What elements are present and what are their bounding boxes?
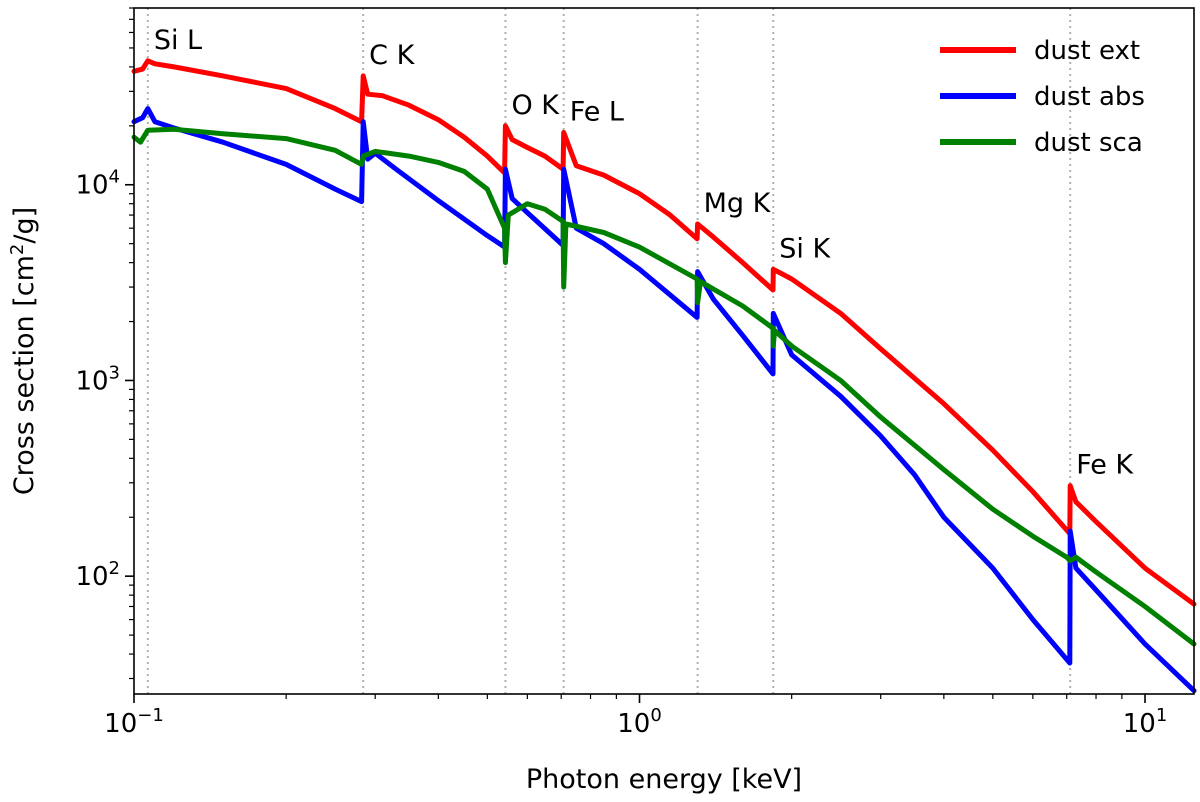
edge-label-fe-k: Fe K — [1076, 450, 1134, 481]
y-axis-label: Cross section [cm2/g] — [7, 207, 40, 495]
series-line-dust-abs — [131, 106, 1197, 694]
y-tick-label: 103 — [75, 362, 120, 396]
legend-label-dust-abs: dust abs — [1034, 82, 1145, 112]
legend: dust ext dust abs dust sca — [940, 36, 1145, 158]
edge-label-c-k: C K — [369, 40, 415, 71]
series-layer — [131, 58, 1197, 694]
y-tick-label: 104 — [75, 167, 120, 201]
edge-label-o-k: O K — [511, 90, 560, 121]
legend-label-dust-sca: dust sca — [1034, 128, 1143, 158]
series-line-dust-sca — [131, 126, 1197, 647]
edge-label-layer: Si L C K O K Fe L Mg KSi K Fe K — [154, 25, 1135, 481]
y-tick-label: 102 — [75, 558, 120, 592]
plot-frame — [133, 7, 1195, 695]
edge-label-mg-k: Mg K — [704, 188, 772, 219]
legend-label-dust-ext: dust ext — [1034, 36, 1140, 66]
edge-label-si-k: Si K — [779, 233, 831, 264]
x-axis-label: Photon energy [keV] — [526, 764, 802, 795]
series-line-dust-ext — [131, 58, 1197, 607]
x-tick-label: 101 — [1123, 705, 1168, 739]
edge-label-fe-l: Fe L — [570, 96, 624, 127]
tick-layer: 10−1 100 101 102 103 104 — [75, 7, 1168, 739]
x-tick-label: 100 — [617, 705, 662, 739]
x-tick-label: 10−1 — [104, 705, 164, 739]
edge-label-si-l: Si L — [154, 25, 202, 56]
